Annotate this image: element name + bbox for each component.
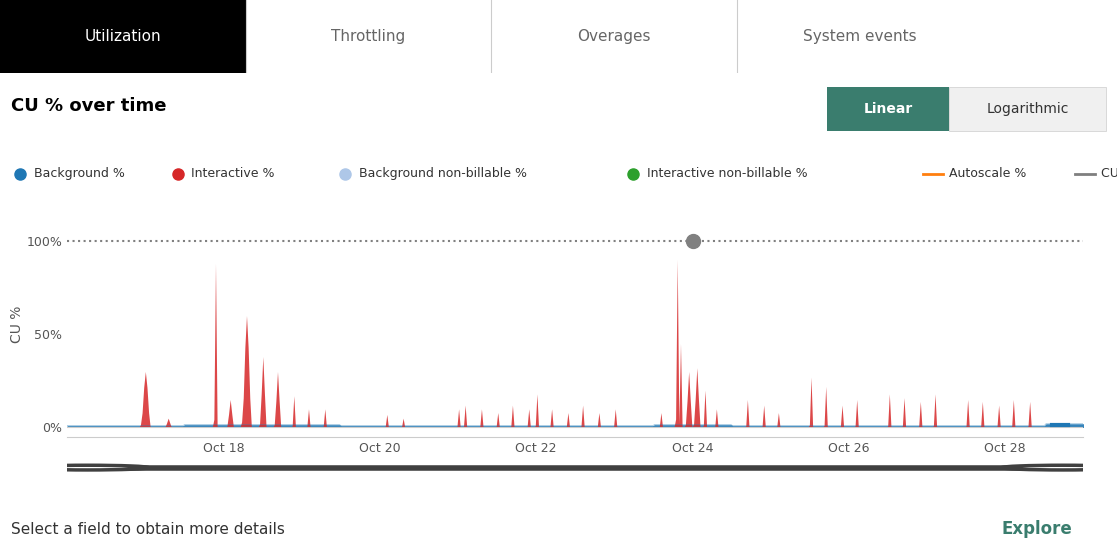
- Circle shape: [27, 465, 149, 470]
- Text: Background non-billable %: Background non-billable %: [359, 167, 526, 180]
- Text: Explore: Explore: [1002, 520, 1072, 538]
- Circle shape: [1002, 465, 1117, 470]
- FancyBboxPatch shape: [0, 0, 246, 73]
- Text: Select a field to obtain more details: Select a field to obtain more details: [11, 522, 285, 536]
- Text: Background %: Background %: [34, 167, 124, 180]
- Text: Overages: Overages: [577, 29, 651, 44]
- Text: Linear: Linear: [863, 102, 913, 116]
- Y-axis label: CU %: CU %: [10, 306, 23, 343]
- Text: Throttling: Throttling: [332, 29, 405, 44]
- Text: Logarithmic: Logarithmic: [986, 102, 1069, 116]
- Text: System events: System events: [803, 29, 917, 44]
- Text: CU % Limit: CU % Limit: [1101, 167, 1117, 180]
- Text: Interactive %: Interactive %: [191, 167, 275, 180]
- Text: Utilization: Utilization: [85, 29, 161, 44]
- Text: Autoscale %: Autoscale %: [949, 167, 1027, 180]
- Text: CU % over time: CU % over time: [11, 96, 166, 115]
- FancyBboxPatch shape: [949, 87, 1106, 131]
- FancyBboxPatch shape: [827, 87, 949, 131]
- Text: Interactive non-billable %: Interactive non-billable %: [647, 167, 808, 180]
